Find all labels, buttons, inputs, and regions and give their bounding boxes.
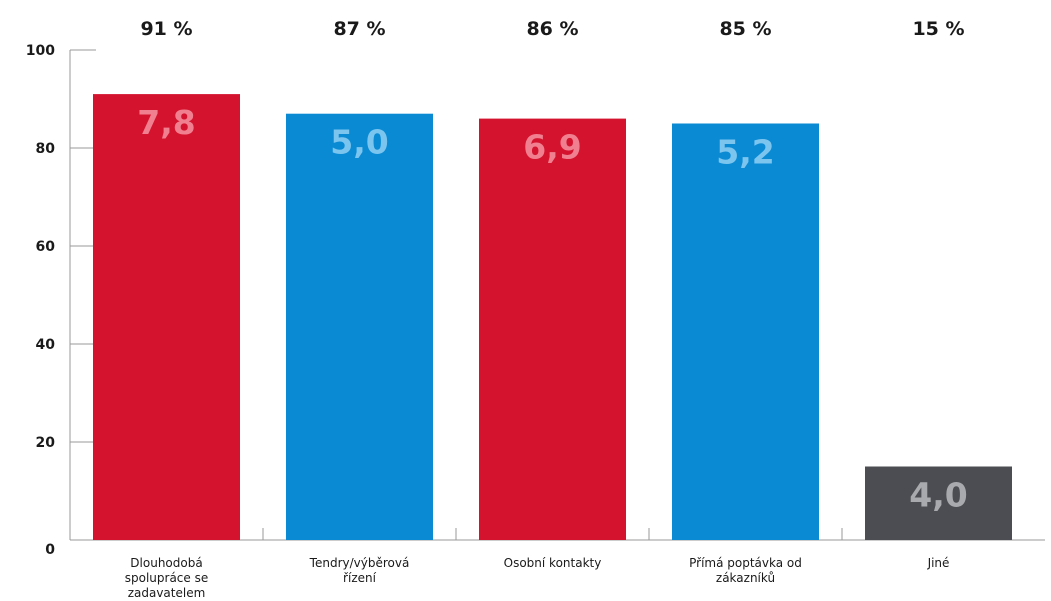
bar xyxy=(93,94,240,540)
y-tick-label: 80 xyxy=(36,141,56,157)
category-label: Přímá poptávka od zákazníků xyxy=(689,556,802,585)
top-percent-label: 87 % xyxy=(333,18,385,40)
top-percent-label: 86 % xyxy=(526,18,578,40)
bar-value-label: 5,2 xyxy=(716,133,774,172)
bar xyxy=(672,123,819,540)
category-label-line: Přímá poptávka od xyxy=(689,556,802,570)
bar-value-label: 7,8 xyxy=(137,103,195,142)
top-percent-label: 91 % xyxy=(140,18,192,40)
top-percent-label: 85 % xyxy=(719,18,771,40)
category-label-line: Tendry/výběrová xyxy=(309,556,410,570)
y-tick-label: 60 xyxy=(36,239,56,255)
bar xyxy=(479,118,626,540)
bar xyxy=(865,466,1012,540)
category-label-line: řízení xyxy=(343,571,377,585)
category-label-line: Jiné xyxy=(927,556,950,570)
top-percent-label: 15 % xyxy=(912,18,964,40)
bar xyxy=(286,113,433,540)
category-label-line: zákazníků xyxy=(716,571,775,585)
bars xyxy=(93,94,1012,540)
category-label: Jiné xyxy=(927,556,950,570)
category-label-line: Osobní kontakty xyxy=(504,556,602,570)
bar-value-label: 5,0 xyxy=(330,123,388,162)
bar-value-label: 4,0 xyxy=(909,476,967,515)
category-label: Tendry/výběrová řízení xyxy=(309,556,410,585)
bar-value-label: 6,9 xyxy=(523,128,581,167)
category-label: Dlouhodobá spolupráce se zadavatelem xyxy=(125,556,208,600)
y-tick-label: 20 xyxy=(36,435,56,451)
y-tick-label: 0 xyxy=(45,542,55,558)
category-label-line: Dlouhodobá xyxy=(130,556,202,570)
labels: 91 % 7,8 Dlouhodobá spolupráce se zadavatele… xyxy=(125,18,968,600)
category-label: Osobní kontakty xyxy=(504,556,602,570)
category-label-line: spolupráce se xyxy=(125,571,208,585)
y-tick-label: 100 xyxy=(26,43,55,59)
y-tick-label: 40 xyxy=(36,337,56,353)
category-label-line: zadavatelem xyxy=(128,586,206,600)
